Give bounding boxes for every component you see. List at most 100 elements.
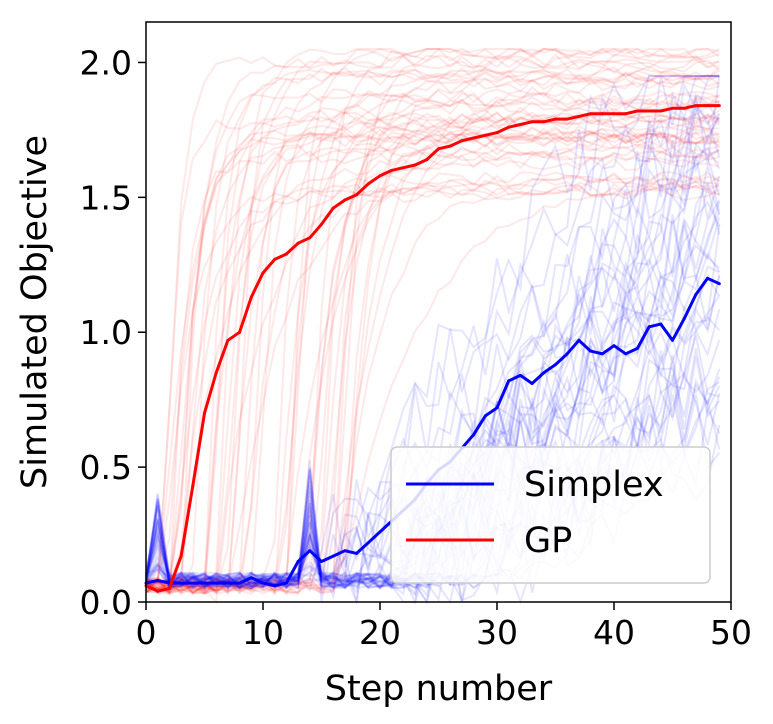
simplex-point bbox=[273, 584, 277, 588]
gp-trial-trace bbox=[145, 110, 720, 596]
simplex-trial-trace bbox=[145, 315, 721, 602]
gp-trial-trace bbox=[145, 132, 720, 594]
simplex-point bbox=[530, 382, 534, 385]
legend: Simplex GP bbox=[390, 446, 711, 584]
gp-trial-trace bbox=[145, 188, 720, 594]
gp-point bbox=[284, 252, 288, 256]
simplex-point bbox=[589, 349, 593, 353]
gp-point bbox=[448, 144, 452, 148]
simplex-point bbox=[682, 317, 686, 321]
gp-trial-trace bbox=[145, 74, 720, 595]
simplex-point bbox=[378, 530, 382, 534]
gp-trial-trace bbox=[145, 53, 720, 594]
simplex-point bbox=[507, 379, 511, 383]
simplex-point bbox=[179, 581, 183, 585]
gp-point bbox=[413, 163, 417, 167]
gp-trial-trace bbox=[146, 171, 720, 593]
gp-point bbox=[495, 131, 499, 135]
y-tick-label: 1.5 bbox=[80, 178, 132, 217]
gp-point bbox=[261, 271, 265, 275]
gp-point bbox=[460, 139, 464, 143]
legend-box bbox=[390, 446, 711, 584]
simplex-point bbox=[483, 414, 487, 418]
x-tick-label: 0 bbox=[136, 613, 157, 652]
gp-trial-trace bbox=[145, 98, 720, 595]
gp-point bbox=[366, 182, 370, 186]
gp-trial-trace bbox=[145, 72, 720, 595]
gp-trial-trace bbox=[145, 68, 720, 594]
gp-point bbox=[659, 109, 663, 113]
gp-trial-trace bbox=[145, 55, 720, 595]
gp-trial-trace bbox=[145, 181, 720, 593]
gp-point bbox=[331, 206, 335, 210]
simplex-point bbox=[308, 549, 312, 553]
simplex-point bbox=[296, 560, 300, 563]
gp-point bbox=[273, 257, 277, 261]
y-tick-label: 0.0 bbox=[80, 583, 132, 622]
simplex-point bbox=[261, 581, 265, 585]
gp-point bbox=[589, 112, 593, 116]
gp-trial-traces bbox=[145, 47, 721, 605]
gp-trial-trace bbox=[145, 96, 720, 593]
gp-trial-trace bbox=[145, 171, 720, 596]
x-tick-label: 50 bbox=[710, 613, 752, 652]
gp-trial-trace bbox=[145, 113, 720, 582]
gp-point bbox=[203, 411, 206, 415]
gp-point bbox=[483, 133, 487, 137]
gp-point bbox=[600, 112, 604, 116]
gp-trial-trace bbox=[145, 116, 721, 595]
simplex-point bbox=[577, 338, 581, 342]
y-tick-label: 1.0 bbox=[80, 313, 132, 352]
simplex-point bbox=[191, 581, 195, 585]
gp-trial-trace bbox=[145, 47, 720, 593]
simplex-point bbox=[659, 322, 663, 326]
gp-point bbox=[296, 241, 300, 245]
simplex-point bbox=[320, 560, 323, 563]
gp-trial-trace bbox=[145, 109, 720, 594]
simplex-point bbox=[214, 581, 218, 585]
plot-frame bbox=[145, 21, 732, 603]
gp-trial-trace bbox=[145, 175, 720, 592]
legend-label-simplex: Simplex bbox=[524, 465, 664, 505]
simplex-point bbox=[647, 325, 651, 329]
gp-point bbox=[682, 106, 686, 110]
simplex-point bbox=[284, 581, 288, 585]
x-tick-label: 40 bbox=[593, 613, 635, 652]
gp-point bbox=[717, 104, 721, 108]
gp-trial-trace bbox=[145, 155, 720, 595]
gp-point bbox=[694, 104, 698, 108]
gp-point bbox=[226, 338, 230, 342]
gp-trial-trace bbox=[145, 73, 720, 596]
gp-point bbox=[401, 166, 405, 170]
gp-point bbox=[530, 120, 534, 124]
gp-point bbox=[437, 147, 440, 151]
simplex-trial-trace bbox=[145, 75, 720, 590]
gp-trial-trace bbox=[145, 183, 720, 587]
gp-trial-trace bbox=[145, 47, 720, 595]
gp-point bbox=[320, 222, 323, 226]
gp-trial-trace bbox=[145, 132, 720, 593]
simplex-point bbox=[472, 433, 476, 437]
simplex-point bbox=[203, 581, 206, 585]
gp-trial-trace bbox=[145, 131, 720, 595]
simplex-point bbox=[671, 338, 674, 342]
gp-point bbox=[191, 484, 195, 488]
gp-point bbox=[706, 104, 710, 108]
gp-point bbox=[179, 554, 183, 558]
x-tick-label: 30 bbox=[476, 613, 518, 652]
simplex-point bbox=[355, 551, 359, 555]
simplex-point bbox=[706, 276, 710, 280]
gp-trial-trace bbox=[145, 182, 720, 595]
gp-trial-trace bbox=[145, 134, 720, 594]
gp-trial-trace bbox=[145, 127, 720, 594]
simplex-point bbox=[518, 373, 522, 377]
gp-trial-trace bbox=[145, 92, 720, 593]
x-tick-label: 10 bbox=[242, 613, 284, 652]
simplex-trial-trace bbox=[145, 75, 720, 603]
y-axis-label: Simulated Objective bbox=[15, 135, 55, 489]
legend-label-gp: GP bbox=[524, 521, 572, 561]
gp-trial-trace bbox=[145, 172, 720, 596]
gp-trial-trace bbox=[145, 91, 720, 586]
gp-point bbox=[671, 106, 674, 110]
y-tick-label: 2.0 bbox=[80, 43, 132, 82]
